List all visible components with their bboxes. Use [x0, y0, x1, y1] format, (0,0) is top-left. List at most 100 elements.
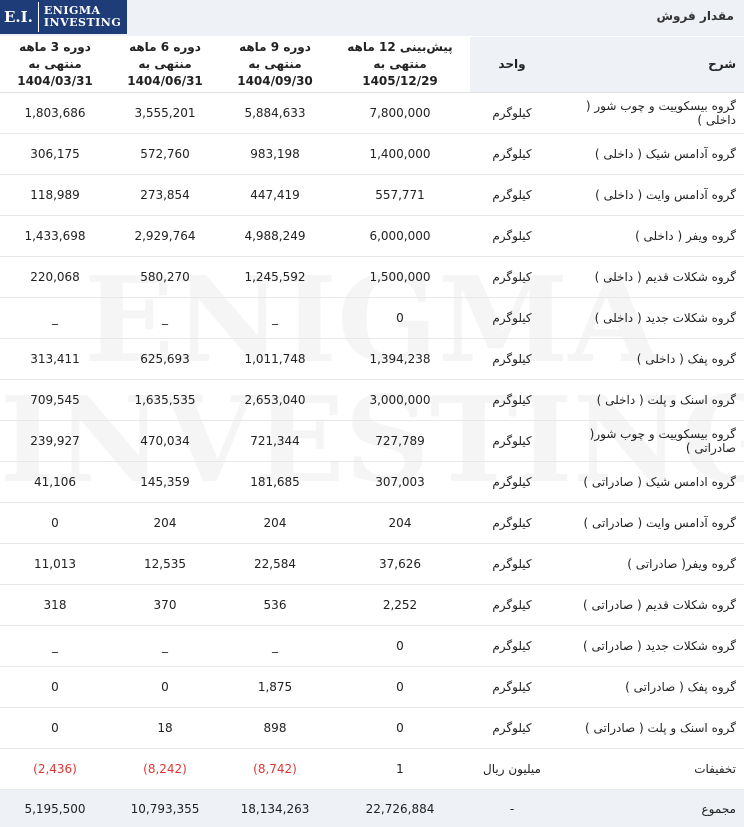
cell-p3: 1,433,698	[0, 216, 110, 257]
col-desc-header: شرح	[554, 37, 744, 93]
cell-p6: 204	[110, 503, 220, 544]
cell-p9: 1,875	[220, 667, 330, 708]
cell-p12: 37,626	[330, 544, 470, 585]
cell-p12: 1,500,000	[330, 257, 470, 298]
col-unit-header: واحد	[470, 37, 554, 93]
cell-p3: 220,068	[0, 257, 110, 298]
cell-p3: 41,106	[0, 462, 110, 503]
cell-unit: کیلوگرم	[470, 626, 554, 667]
cell-p6: 12,535	[110, 544, 220, 585]
cell-p6: 470,034	[110, 421, 220, 462]
cell-p9: (8,742)	[220, 749, 330, 790]
cell-unit: کیلوگرم	[470, 421, 554, 462]
cell-p3: 1,803,686	[0, 93, 110, 134]
cell-p9: _	[220, 298, 330, 339]
cell-p12: 2,252	[330, 585, 470, 626]
cell-p3: 0	[0, 708, 110, 749]
cell-unit: کیلوگرم	[470, 544, 554, 585]
logo-line-2: INVESTING	[44, 16, 121, 29]
cell-unit: کیلوگرم	[470, 216, 554, 257]
cell-p12: 0	[330, 298, 470, 339]
cell-desc: گروه آدامس وایت ( صادراتی )	[554, 503, 744, 544]
total-p9: 18,134,263	[220, 790, 330, 827]
cell-unit: کیلوگرم	[470, 134, 554, 175]
cell-p9: 4,988,249	[220, 216, 330, 257]
cell-p9: 1,245,592	[220, 257, 330, 298]
cell-p12: 0	[330, 667, 470, 708]
cell-unit: میلیون ریال	[470, 749, 554, 790]
cell-p3: 313,411	[0, 339, 110, 380]
cell-p3: 318	[0, 585, 110, 626]
cell-p6: 572,760	[110, 134, 220, 175]
cell-desc: گروه پفک ( صادراتی )	[554, 667, 744, 708]
cell-p3: 11,013	[0, 544, 110, 585]
cell-unit: کیلوگرم	[470, 257, 554, 298]
cell-p3: 118,989	[0, 175, 110, 216]
total-p3: 5,195,500	[0, 790, 110, 827]
cell-unit: کیلوگرم	[470, 339, 554, 380]
cell-p6: 3,555,201	[110, 93, 220, 134]
cell-p6: 273,854	[110, 175, 220, 216]
page-title: مقدار فروش	[656, 9, 734, 23]
cell-p9: 22,584	[220, 544, 330, 585]
cell-p12: 0	[330, 626, 470, 667]
cell-p9: 1,011,748	[220, 339, 330, 380]
cell-p6: 18	[110, 708, 220, 749]
cell-p9: _	[220, 626, 330, 667]
cell-p3: 709,545	[0, 380, 110, 421]
cell-p6: (8,242)	[110, 749, 220, 790]
cell-p3: _	[0, 298, 110, 339]
cell-p3: 306,175	[0, 134, 110, 175]
cell-p12: 204	[330, 503, 470, 544]
cell-p3: (2,436)	[0, 749, 110, 790]
cell-p9: 721,344	[220, 421, 330, 462]
cell-desc: گروه بیسکوییت و چوب شور ( داخلی )	[554, 93, 744, 134]
cell-unit: کیلوگرم	[470, 667, 554, 708]
cell-p12: 0	[330, 708, 470, 749]
top-bar: E.I. ENIGMA INVESTING مقدار فروش	[0, 0, 744, 36]
cell-p6: 0	[110, 667, 220, 708]
cell-unit: کیلوگرم	[470, 93, 554, 134]
total-desc: مجموع	[554, 790, 744, 827]
cell-p6: 145,359	[110, 462, 220, 503]
cell-p9: 983,198	[220, 134, 330, 175]
cell-p6: 1,635,535	[110, 380, 220, 421]
cell-desc: گروه شکلات قدیم ( داخلی )	[554, 257, 744, 298]
cell-desc: گروه اسنک و پلت ( داخلی )	[554, 380, 744, 421]
cell-p9: 204	[220, 503, 330, 544]
cell-p12: 1	[330, 749, 470, 790]
logo-text: ENIGMA INVESTING	[44, 5, 121, 29]
cell-p6: 2,929,764	[110, 216, 220, 257]
cell-unit: کیلوگرم	[470, 175, 554, 216]
cell-p12: 6,000,000	[330, 216, 470, 257]
cell-p9: 181,685	[220, 462, 330, 503]
cell-desc: گروه ویفر ( داخلی )	[554, 216, 744, 257]
cell-p6: 370	[110, 585, 220, 626]
cell-p3: _	[0, 626, 110, 667]
cell-p12: 3,000,000	[330, 380, 470, 421]
total-p12: 22,726,884	[330, 790, 470, 827]
cell-desc: گروه شکلات قدیم ( صادراتی )	[554, 585, 744, 626]
cell-desc: گروه شکلات جدید ( داخلی )	[554, 298, 744, 339]
cell-desc: تخفیفات	[554, 749, 744, 790]
cell-desc: گروه شکلات جدید ( صادراتی )	[554, 626, 744, 667]
cell-desc: گروه آدامس وایت ( داخلی )	[554, 175, 744, 216]
total-unit: -	[470, 790, 554, 827]
cell-p9: 536	[220, 585, 330, 626]
cell-unit: کیلوگرم	[470, 585, 554, 626]
cell-p6: _	[110, 626, 220, 667]
cell-p3: 239,927	[0, 421, 110, 462]
cell-p9: 2,653,040	[220, 380, 330, 421]
